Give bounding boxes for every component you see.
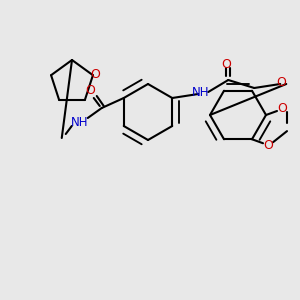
Text: O: O (263, 139, 273, 152)
Text: NH: NH (71, 116, 88, 128)
Text: O: O (85, 83, 95, 97)
Text: O: O (277, 103, 287, 116)
Text: O: O (221, 58, 231, 70)
Text: NH: NH (191, 85, 209, 98)
Text: O: O (276, 76, 286, 89)
Text: O: O (90, 68, 100, 81)
